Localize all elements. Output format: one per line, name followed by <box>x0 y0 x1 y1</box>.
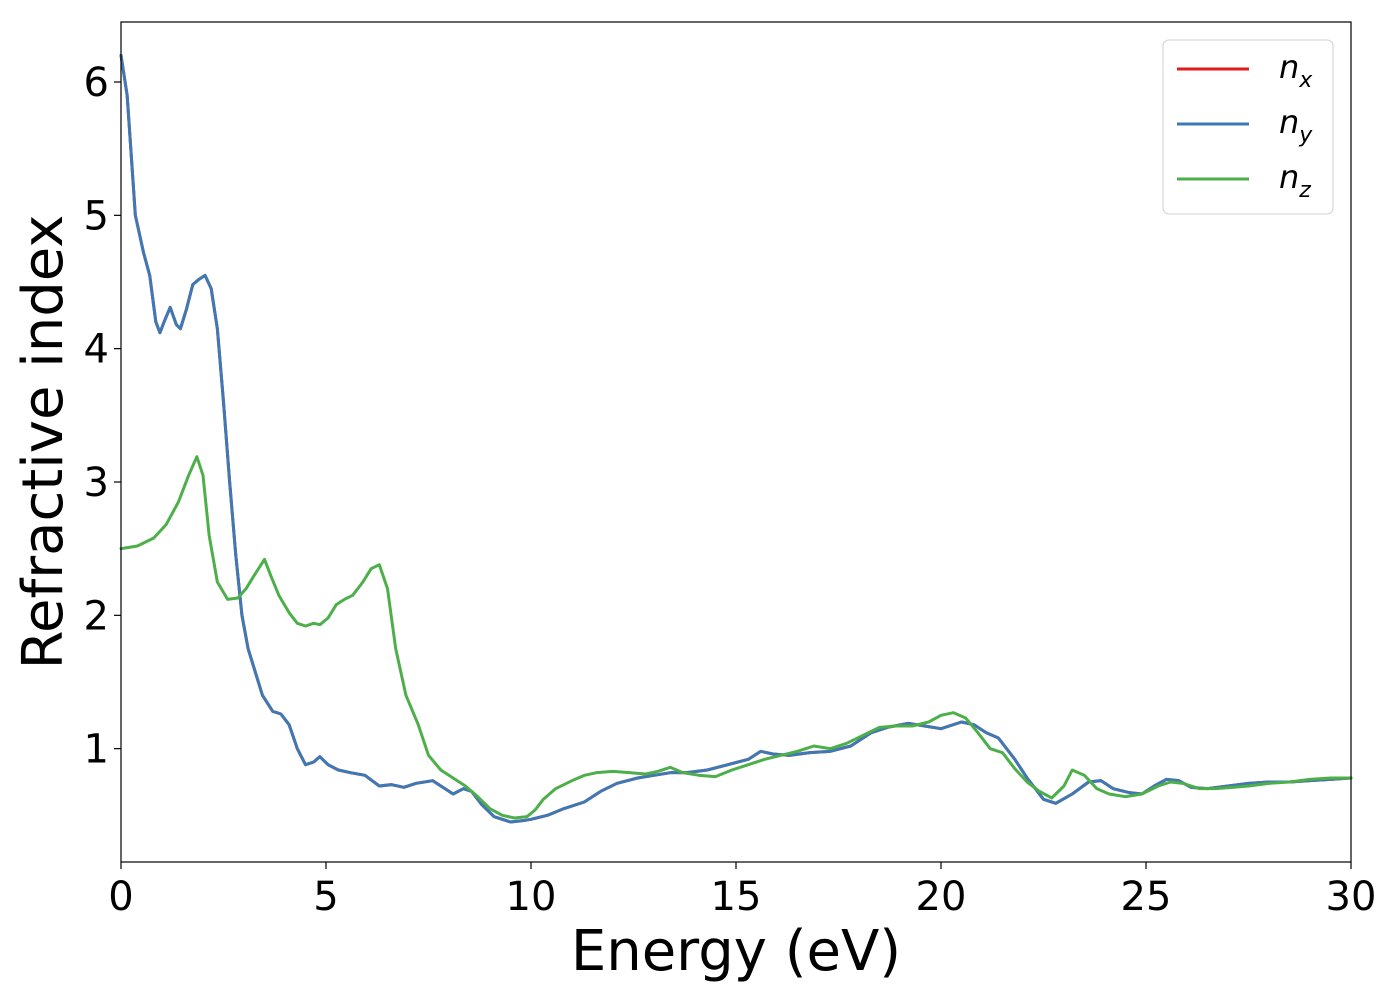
y-ticks: 1 2 3 4 5 6 <box>84 60 121 773</box>
x-tick-label: 20 <box>916 874 967 920</box>
legend-label-n-y: ny <box>1279 103 1313 148</box>
x-tick-label: 30 <box>1326 874 1377 920</box>
legend-label-n-z: nz <box>1279 158 1311 203</box>
x-tick-label: 25 <box>1121 874 1172 920</box>
plot-lines <box>119 53 1353 824</box>
legend-label-n-x: nx <box>1279 48 1313 93</box>
legend-box <box>1162 39 1334 215</box>
x-axis-label: Energy (eV) <box>571 919 901 984</box>
y-tick-label: 4 <box>84 327 109 373</box>
x-ticks: 0 5 10 15 20 25 30 <box>108 862 1376 920</box>
y-tick-label: 1 <box>84 727 109 773</box>
x-tick-label: 5 <box>313 874 338 920</box>
y-tick-label: 5 <box>84 193 109 239</box>
x-tick-label: 0 <box>108 874 133 920</box>
y-tick-label: 3 <box>84 460 109 506</box>
y-axis-label: Refractive index <box>11 215 76 670</box>
x-tick-label: 15 <box>711 874 762 920</box>
x-tick-label: 10 <box>506 874 557 920</box>
series-line-n-y <box>119 53 1353 824</box>
legend: nx ny nz <box>1162 39 1334 215</box>
series-line-n-z <box>119 455 1353 820</box>
y-tick-label: 6 <box>84 60 109 106</box>
y-tick-label: 2 <box>84 593 109 639</box>
